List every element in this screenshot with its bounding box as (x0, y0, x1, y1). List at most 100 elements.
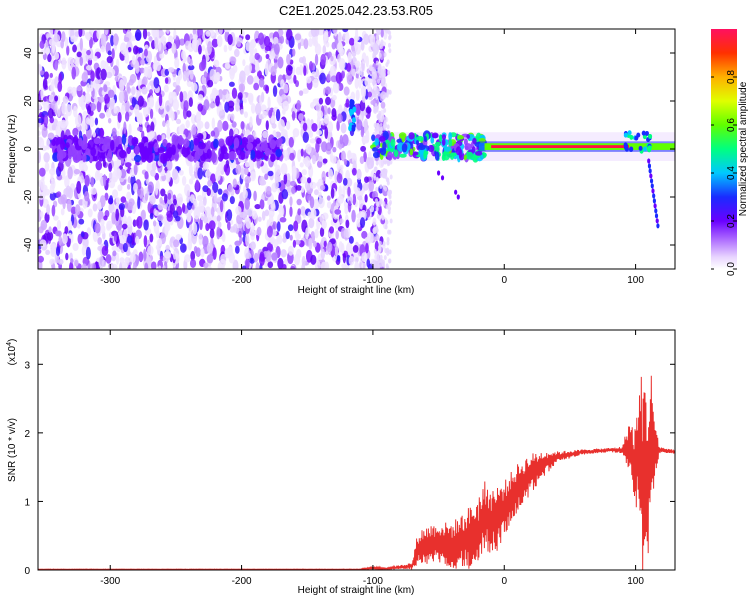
noise-blob (94, 78, 101, 85)
noise-blob (285, 29, 293, 41)
noise-blob (224, 101, 230, 113)
band-blob (264, 147, 271, 157)
noise-blob (358, 260, 364, 269)
signal-blob (379, 136, 386, 142)
signal-blob (427, 144, 435, 153)
noise-blob (213, 59, 220, 68)
noise-blob (378, 110, 382, 116)
noise-blob (295, 185, 302, 191)
noise-blob (110, 34, 115, 47)
noise-blob (147, 245, 154, 256)
signal-blob (472, 137, 477, 145)
snr-x-ticks: -300 -200 -100 0 100 (100, 330, 644, 587)
noise-blob (248, 63, 252, 73)
noise-blob (136, 188, 142, 196)
noise-blob (373, 175, 377, 181)
noise-blob (312, 98, 320, 105)
noise-blob (379, 126, 383, 132)
noise-blob (217, 221, 222, 229)
noise-blob (153, 55, 158, 67)
band-blob (80, 139, 88, 151)
streak-blob (456, 194, 460, 200)
noise-blob (40, 49, 46, 56)
noise-blob (337, 40, 343, 52)
noise-blob (107, 50, 112, 56)
noise-blob (375, 60, 379, 66)
noise-blob (290, 180, 297, 187)
noise-blob (314, 53, 319, 66)
noise-blob (389, 218, 393, 224)
noise-blob (271, 50, 276, 59)
noise-blob (40, 87, 44, 100)
noise-blob (180, 243, 187, 253)
noise-blob (172, 99, 180, 111)
noise-blob (205, 30, 211, 37)
noise-blob (387, 229, 391, 235)
signal-blob (623, 142, 628, 148)
noise-blob (49, 191, 56, 201)
noise-blob (372, 217, 377, 226)
noise-blob (259, 253, 265, 266)
noise-blob (150, 121, 155, 133)
noise-blob (253, 252, 259, 263)
noise-blob (367, 83, 372, 93)
noise-blob (265, 120, 269, 131)
noise-blob (374, 103, 378, 109)
signal-blob (448, 132, 453, 141)
noise-blob (386, 240, 390, 246)
noise-blob (147, 31, 151, 37)
noise-blob (189, 194, 195, 204)
noise-blob (379, 183, 383, 189)
band-blob (246, 142, 254, 151)
noise-blob (38, 103, 42, 110)
noise-blob (59, 119, 67, 129)
noise-blob (168, 91, 173, 104)
noise-blob (133, 163, 138, 176)
noise-blob (138, 251, 144, 263)
noise-blob (81, 263, 88, 269)
noise-blob (378, 117, 382, 123)
noise-blob (283, 83, 289, 94)
noise-blob (163, 221, 170, 228)
noise-blob (191, 82, 198, 92)
noise-blob (343, 86, 350, 96)
noise-blob (43, 71, 49, 80)
band-blob (131, 136, 139, 147)
noise-blob (143, 235, 148, 248)
noise-blob (56, 219, 62, 230)
noise-blob (249, 241, 256, 251)
noise-blob (281, 189, 289, 200)
noise-blob (379, 258, 383, 264)
noise-blob (38, 255, 44, 263)
noise-blob (244, 161, 250, 168)
noise-blob (76, 180, 82, 194)
noise-blob (158, 93, 163, 107)
noise-blob (130, 86, 136, 96)
noise-blob (377, 79, 381, 85)
noise-blob (302, 122, 308, 132)
signal-blob (431, 132, 439, 139)
noise-blob (134, 29, 142, 41)
noise-blob (285, 230, 290, 240)
noise-blob (92, 131, 96, 138)
noise-blob (339, 134, 344, 145)
noise-blob (324, 126, 329, 139)
noise-blob (375, 206, 379, 212)
noise-blob (167, 35, 174, 44)
signal-blob (374, 137, 379, 146)
streak-blob (649, 178, 654, 184)
noise-blob (276, 221, 281, 232)
noise-blob (283, 172, 288, 185)
noise-blob (243, 111, 248, 119)
noise-blob (342, 252, 347, 264)
noise-blob (372, 52, 376, 58)
noise-blob (206, 242, 214, 254)
noise-blob (384, 224, 388, 230)
noise-blob (273, 62, 278, 70)
noise-blob (319, 72, 327, 85)
noise-blob (81, 245, 86, 256)
noise-blob (86, 105, 92, 115)
band-blob (103, 135, 112, 147)
noise-blob (51, 263, 56, 269)
noise-blob (356, 218, 362, 228)
